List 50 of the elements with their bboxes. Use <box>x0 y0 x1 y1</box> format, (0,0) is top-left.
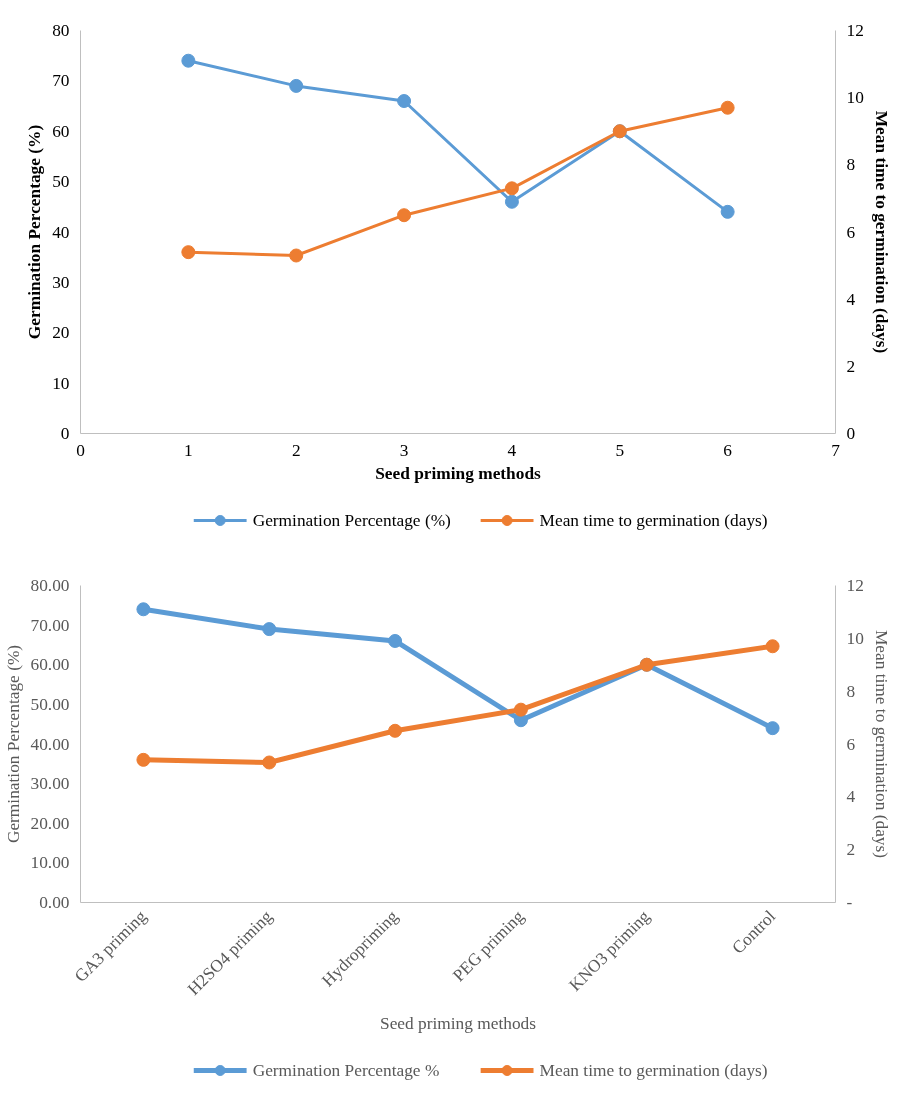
y-tick-label: 0 <box>60 424 70 443</box>
legend-label: Germination Percentage (%) <box>252 511 452 530</box>
y-tick-label: 30.00 <box>30 774 70 794</box>
y-tick-label: 20.00 <box>30 813 70 833</box>
y-tick-label: 0.00 <box>39 893 70 912</box>
y2-tick-label: 12 <box>846 21 864 40</box>
y2-tick-label: 12 <box>846 576 864 595</box>
y-tick-label: 30 <box>52 272 70 292</box>
x-tick-label: 3 <box>399 440 409 460</box>
x-axis-title: Seed priming methods <box>375 463 542 483</box>
y-tick-label: 20 <box>52 323 70 343</box>
y2-tick-label: 2 <box>846 840 856 860</box>
y-tick-label: 50 <box>52 172 70 192</box>
y2-tick-label: 4 <box>846 787 856 807</box>
y-tick-label: 10.00 <box>30 853 70 873</box>
y2-tick-label: 2 <box>846 356 856 376</box>
y2-axis-title: Mean time to germination (days) <box>871 629 891 859</box>
x-tick-label: 0 <box>76 440 85 460</box>
legend-label: Mean time to germination (days) <box>539 511 768 530</box>
x-tick-label: 2 <box>291 440 301 460</box>
y2-axis-title: Mean time to germination (days) <box>871 110 891 354</box>
y2-tick-label: 6 <box>846 222 856 242</box>
y-axis-title: Germination Percentage (%) <box>3 644 23 844</box>
y-tick-label: 60 <box>52 121 70 141</box>
y-tick-label: 50.00 <box>30 694 70 714</box>
y2-tick-label: 10 <box>846 88 864 108</box>
y-tick-label: 70.00 <box>30 615 70 635</box>
x-tick-label: 1 <box>184 440 193 460</box>
y-tick-label: 60.00 <box>30 655 70 675</box>
y-tick-label: 80.00 <box>30 576 70 595</box>
legend-label: Germination Percentage % <box>252 1061 440 1080</box>
y2-tick-label: 0 <box>846 424 856 443</box>
y2-tick-label: 8 <box>846 155 856 175</box>
x-tick-label: 7 <box>831 440 841 460</box>
y-tick-label: 40.00 <box>30 734 70 754</box>
y2-tick-label: - <box>846 893 853 912</box>
x-tick-label: 4 <box>507 440 517 460</box>
y2-tick-label: 8 <box>846 681 856 701</box>
y-tick-label: 40 <box>52 222 70 242</box>
x-axis-title: Seed priming methods <box>380 1013 537 1033</box>
legend-label: Mean time to germination (days) <box>539 1061 768 1080</box>
x-tick-label: 6 <box>723 440 733 460</box>
y-tick-label: 70 <box>52 71 70 91</box>
y-tick-label: 80 <box>52 21 70 40</box>
y-tick-label: 10 <box>52 373 70 393</box>
y2-tick-label: 10 <box>846 628 864 648</box>
y-axis-title: Germination Percentage (%) <box>25 124 45 340</box>
y2-tick-label: 6 <box>846 734 856 754</box>
x-tick-label: 5 <box>615 440 625 460</box>
y2-tick-label: 4 <box>846 289 856 309</box>
